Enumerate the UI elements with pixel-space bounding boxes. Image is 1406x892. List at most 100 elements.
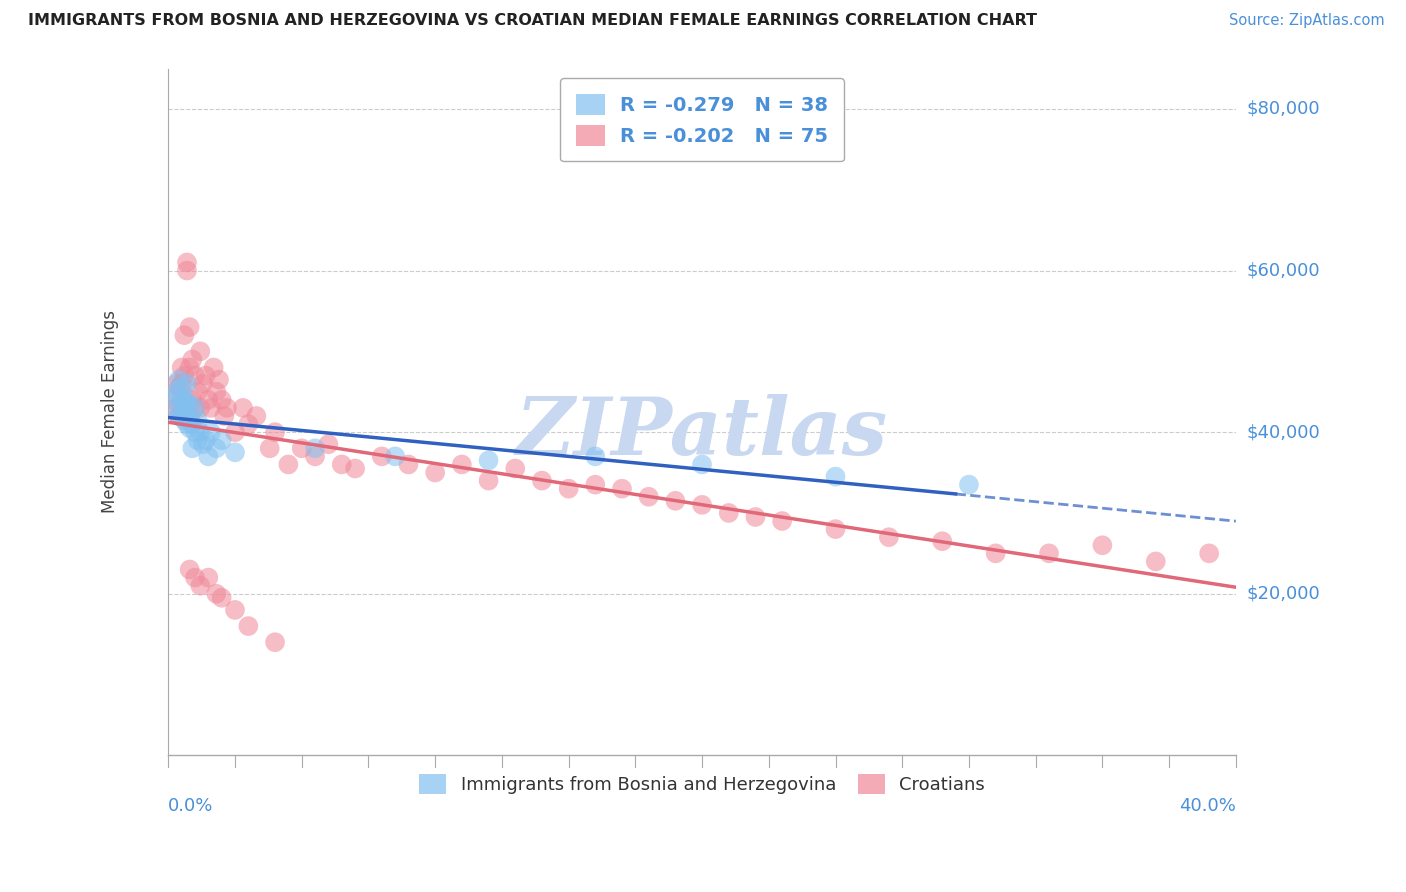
- Point: [202, 360, 225, 375]
- Point: [215, 401, 238, 415]
- Point: [637, 490, 659, 504]
- Point: [264, 635, 287, 649]
- Point: [170, 381, 193, 395]
- Point: [167, 381, 190, 395]
- Point: [197, 571, 219, 585]
- Point: [450, 458, 472, 472]
- Point: [232, 401, 254, 415]
- Point: [503, 461, 526, 475]
- Point: [188, 425, 211, 439]
- Point: [214, 409, 236, 423]
- Point: [291, 442, 314, 456]
- Point: [167, 409, 190, 423]
- Point: [690, 498, 713, 512]
- Point: [176, 417, 198, 431]
- Text: $60,000: $60,000: [1247, 261, 1320, 279]
- Point: [197, 392, 219, 407]
- Point: [984, 546, 1007, 560]
- Text: IMMIGRANTS FROM BOSNIA AND HERZEGOVINA VS CROATIAN MEDIAN FEMALE EARNINGS CORREL: IMMIGRANTS FROM BOSNIA AND HERZEGOVINA V…: [28, 13, 1038, 29]
- Point: [187, 384, 209, 399]
- Point: [176, 397, 198, 411]
- Point: [690, 458, 713, 472]
- Text: Source: ZipAtlas.com: Source: ZipAtlas.com: [1229, 13, 1385, 29]
- Point: [425, 466, 447, 480]
- Point: [194, 368, 217, 383]
- Point: [184, 571, 207, 585]
- Point: [371, 450, 394, 464]
- Point: [173, 328, 195, 343]
- Point: [167, 373, 190, 387]
- Point: [165, 384, 187, 399]
- Point: [824, 469, 846, 483]
- Point: [398, 458, 420, 472]
- Point: [245, 409, 267, 423]
- Point: [877, 530, 900, 544]
- Text: Median Female Earnings: Median Female Earnings: [101, 310, 118, 514]
- Text: 0.0%: 0.0%: [169, 797, 214, 814]
- Point: [181, 352, 204, 367]
- Point: [744, 510, 766, 524]
- Point: [957, 477, 980, 491]
- Point: [179, 397, 201, 411]
- Point: [1198, 546, 1220, 560]
- Point: [205, 384, 228, 399]
- Point: [165, 401, 187, 415]
- Point: [211, 392, 233, 407]
- Point: [344, 461, 367, 475]
- Point: [188, 579, 211, 593]
- Point: [384, 450, 406, 464]
- Point: [304, 450, 326, 464]
- Point: [184, 401, 207, 415]
- Point: [205, 442, 228, 456]
- Point: [179, 360, 201, 375]
- Point: [170, 392, 193, 407]
- Legend: Immigrants from Bosnia and Herzegovina, Croatians: Immigrants from Bosnia and Herzegovina, …: [412, 767, 993, 801]
- Point: [1038, 546, 1060, 560]
- Point: [197, 450, 219, 464]
- Point: [162, 392, 184, 407]
- Point: [167, 409, 190, 423]
- Point: [191, 437, 214, 451]
- Point: [224, 425, 246, 439]
- Point: [165, 401, 187, 415]
- Point: [583, 477, 606, 491]
- Point: [304, 442, 326, 456]
- Point: [173, 368, 195, 383]
- Point: [179, 320, 201, 334]
- Point: [200, 425, 222, 439]
- Point: [1144, 554, 1167, 568]
- Point: [170, 376, 193, 391]
- Point: [170, 360, 193, 375]
- Point: [165, 376, 187, 391]
- Point: [264, 425, 287, 439]
- Point: [176, 376, 198, 391]
- Point: [187, 413, 209, 427]
- Point: [318, 437, 340, 451]
- Point: [176, 263, 198, 277]
- Text: $80,000: $80,000: [1247, 100, 1320, 118]
- Point: [224, 445, 246, 459]
- Point: [173, 413, 195, 427]
- Point: [205, 587, 228, 601]
- Point: [184, 425, 207, 439]
- Point: [170, 405, 193, 419]
- Point: [224, 603, 246, 617]
- Point: [181, 417, 204, 431]
- Point: [477, 474, 499, 488]
- Point: [1091, 538, 1114, 552]
- Point: [477, 453, 499, 467]
- Text: 40.0%: 40.0%: [1180, 797, 1236, 814]
- Point: [208, 373, 231, 387]
- Point: [238, 619, 260, 633]
- Point: [162, 389, 184, 403]
- Point: [931, 534, 953, 549]
- Text: $40,000: $40,000: [1247, 423, 1320, 442]
- Point: [259, 442, 281, 456]
- Point: [330, 458, 353, 472]
- Point: [717, 506, 740, 520]
- Text: ZIPatlas: ZIPatlas: [516, 393, 889, 471]
- Point: [173, 401, 195, 415]
- Point: [557, 482, 579, 496]
- Point: [824, 522, 846, 536]
- Point: [277, 458, 299, 472]
